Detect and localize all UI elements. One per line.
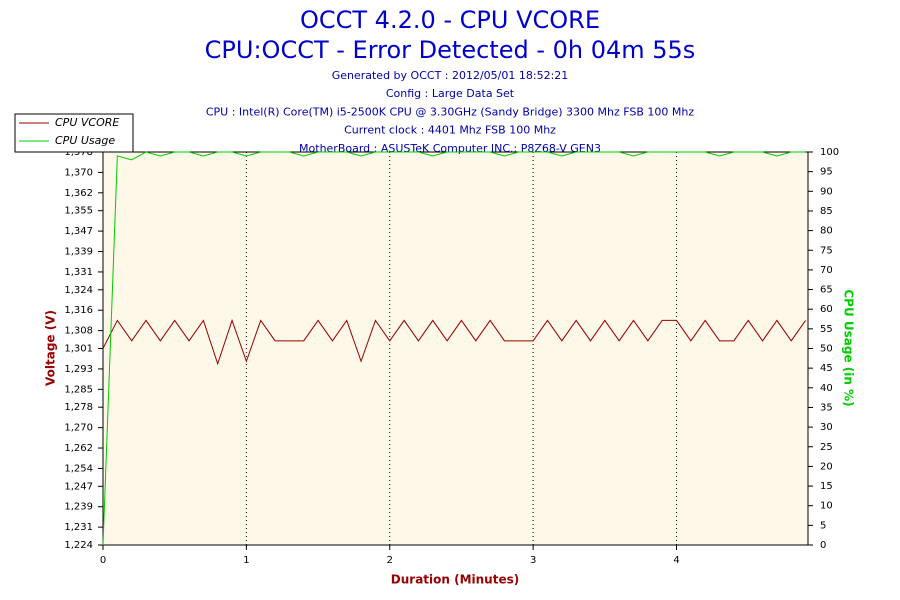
y-tick-label: 1,224 [64, 540, 93, 551]
y-tick-label: 1,239 [64, 502, 93, 513]
y-tick-label: 1,347 [64, 226, 93, 237]
y2-tick-label: 60 [820, 304, 833, 315]
series-line [102, 318, 806, 366]
y2-tick-label: 90 [820, 186, 833, 197]
y-tick-label: 1,301 [64, 344, 93, 355]
y-tick-label: 1,262 [64, 443, 93, 454]
y2-tick-label: 50 [820, 344, 833, 355]
y-tick-label: 1,254 [64, 463, 93, 474]
legend-label: CPU VCORE [55, 116, 119, 129]
y2-tick-label: 10 [820, 501, 833, 512]
x-tick-label: 0 [100, 555, 106, 566]
y-tick-label: 1,270 [64, 423, 93, 434]
y2-tick-label: 30 [820, 422, 833, 433]
y2-tick-label: 70 [820, 265, 833, 276]
y-tick-label: 1,247 [64, 481, 93, 492]
y2-tick-label: 0 [820, 540, 826, 551]
y2-tick-label: 40 [820, 383, 833, 394]
y2-tick-label: 20 [820, 461, 833, 472]
y-tick-label: 1,370 [64, 167, 93, 178]
y-tick-label: 1,316 [64, 305, 93, 316]
series-line [102, 151, 806, 546]
y2-tick-label: 80 [820, 226, 833, 237]
y-tick-label: 1,293 [64, 364, 93, 375]
y-tick-label: 1,308 [64, 326, 93, 337]
legend-label: CPU Usage [55, 134, 115, 147]
y-tick-label: 1,362 [64, 188, 93, 199]
y2-tick-label: 35 [820, 402, 833, 413]
y2-tick-label: 55 [820, 324, 833, 335]
y2-tick-label: 85 [820, 206, 833, 217]
x-tick-label: 3 [530, 555, 536, 566]
y2-tick-label: 75 [820, 245, 833, 256]
chart-title: OCCT 4.2.0 - CPU VCORE [300, 6, 600, 34]
y-axis-title: Voltage (V) [44, 310, 58, 386]
plot-area [102, 151, 809, 546]
x-tick-label: 4 [673, 555, 679, 566]
y2-tick-label: 45 [820, 363, 833, 374]
info-line: Current clock : 4401 Mhz FSB 100 Mhz [344, 124, 556, 137]
y-tick-label: 1,331 [64, 267, 93, 278]
info-line: Config : Large Data Set [386, 87, 515, 100]
y2-axis-title: CPU Usage (in %) [842, 289, 856, 406]
y-tick-label: 1,339 [64, 247, 93, 258]
y-tick-label: 1,324 [64, 285, 93, 296]
info-line: Generated by OCCT : 2012/05/01 18:52:21 [332, 69, 569, 82]
y2-tick-label: 65 [820, 285, 833, 296]
legend-box [14, 113, 134, 153]
x-axis-title: Duration (Minutes) [391, 573, 519, 587]
x-tick-label: 2 [387, 555, 393, 566]
info-line: CPU : Intel(R) Core(TM) i5-2500K CPU @ 3… [206, 105, 694, 118]
y-tick-label: 1,231 [64, 522, 93, 533]
y-tick-label: 1,278 [64, 402, 93, 413]
y2-tick-label: 5 [820, 520, 826, 531]
y-tick-label: 1,285 [64, 384, 93, 395]
y2-tick-label: 25 [820, 442, 833, 453]
chart-subtitle: CPU:OCCT - Error Detected - 0h 04m 55s [205, 36, 696, 64]
y2-tick-label: 15 [820, 481, 833, 492]
y-tick-label: 1,355 [64, 206, 93, 217]
x-tick-label: 1 [243, 555, 249, 566]
info-line: MotherBoard : ASUSTeK Computer INC.: P8Z… [299, 142, 601, 155]
y2-tick-label: 95 [820, 167, 833, 178]
y2-tick-label: 100 [820, 147, 839, 158]
